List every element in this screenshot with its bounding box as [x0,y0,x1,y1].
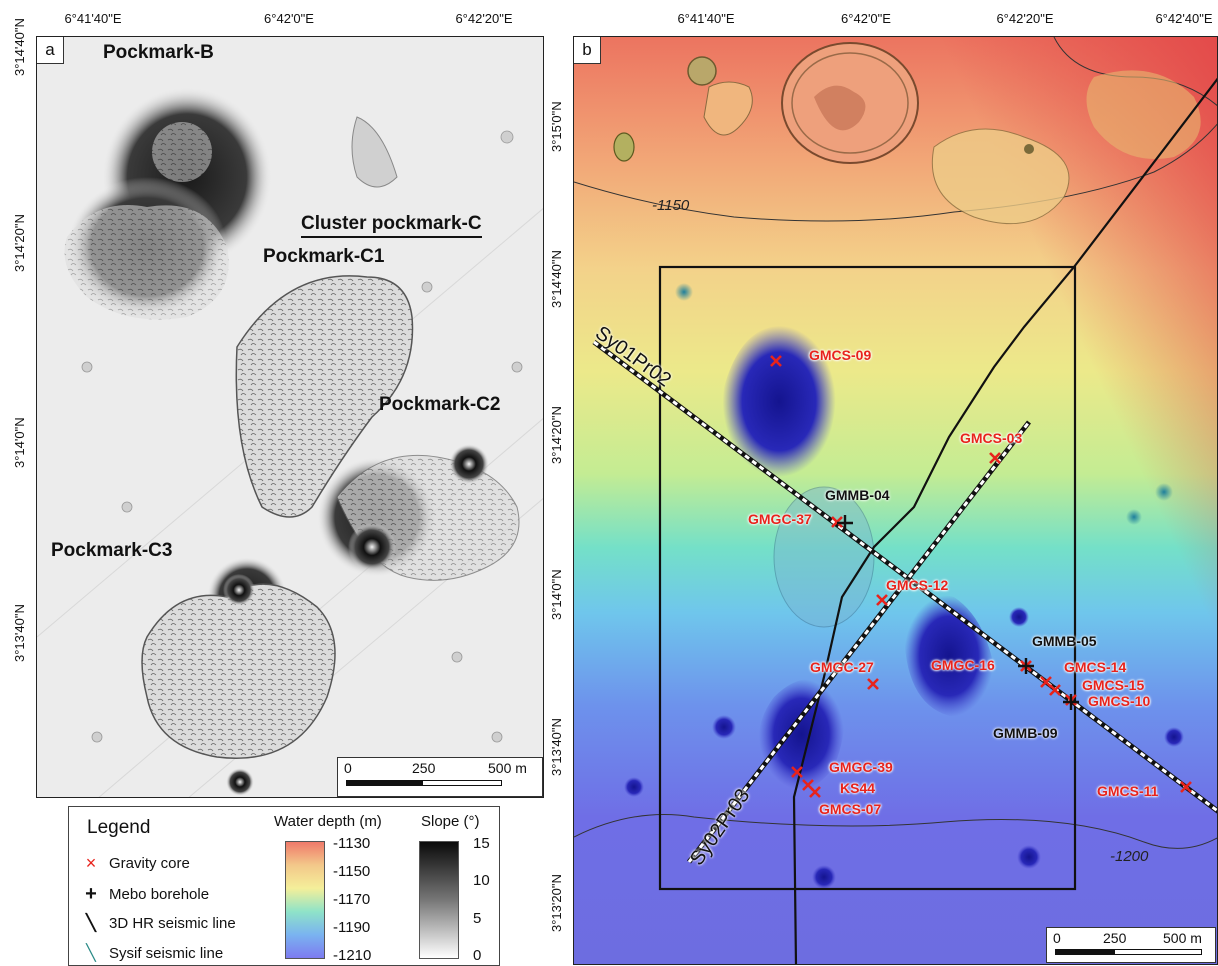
scale-mid: 250 [1103,930,1127,946]
label-pockmark-c1: Pockmark-C1 [263,246,385,267]
bathymetry-map-panel[interactable]: b [573,36,1218,965]
latitude-tick: 3°13'40"N [549,718,564,776]
legend-sysif-seismic: ╲ Sysif seismic line [81,943,223,963]
latitude-tick: 3°14'40"N [12,18,27,76]
contour-label: -1200 [1110,848,1149,865]
slope-map-panel[interactable]: a [36,36,544,798]
sysif-line-icon: ╲ [86,945,96,962]
scale-mid: 250 [412,760,436,776]
core-label: GMCS-03 [960,430,1023,446]
contour-label: -1150 [652,197,690,214]
core-label: KS44 [840,780,876,796]
borehole-label: GMMB-05 [1032,633,1097,649]
latitude-tick: 3°14'0"N [549,569,564,620]
label-pockmark-c2: Pockmark-C2 [379,394,501,415]
scale-zero: 0 [344,760,352,776]
longitude-tick: 6°42'20"E [996,11,1054,26]
slope-tick: 10 [473,872,490,889]
scale-end: 500 m [488,760,527,776]
core-label: GMCS-15 [1082,677,1145,693]
slope-map [37,87,543,797]
sysif-line-sy02pr03 [687,421,1031,863]
3d-survey-box [658,265,1077,891]
legend-item-label: 3D HR seismic line [109,914,236,932]
panel-letter: b [574,37,601,64]
legend-item-label: Gravity core [109,855,190,872]
legend-item-label: Sysif seismic line [109,944,224,962]
core-label: GMGC-16 [931,657,995,673]
depth-tick: -1170 [333,891,371,908]
core-label: GMCS-10 [1088,693,1151,709]
core-label: GMCS-07 [819,801,882,817]
legend-3d-hr-seismic: ╲ 3D HR seismic line [81,913,236,933]
label-cluster-pockmark-c: Cluster pockmark-C [301,213,482,238]
core-label: GMCS-09 [809,347,872,363]
longitude-tick: 6°42'0"E [841,11,891,26]
scale-bar: 0 250 500 m [1046,927,1216,963]
label-pockmark-b: Pockmark-B [103,42,214,63]
depth-color-ramp [285,841,325,959]
pockmark-c3 [141,583,336,759]
core-label: GMGC-39 [829,759,893,775]
latitude-tick: 3°14'40"N [549,250,564,308]
longitude-tick: 6°42'0"E [264,11,314,26]
pockmark-c1 [235,275,414,518]
legend-title: Legend [87,817,151,838]
depth-tick: -1130 [333,835,371,852]
core-label: GMCS-12 [886,577,949,593]
borehole-label: GMMB-04 [825,487,890,503]
seismic-line-icon: ╲ [86,915,96,932]
longitude-tick: 6°41'40"E [64,11,122,26]
3d-hr-seismic-line [792,77,1217,964]
panel-letter: a [37,37,64,64]
slope-tick: 15 [473,835,490,852]
core-label: GMCS-14 [1064,659,1127,675]
deep-pockmark-c1 [722,325,836,477]
slope-color-ramp [419,841,459,959]
slope-tick: 0 [473,947,482,964]
depth-tick: -1210 [333,947,372,964]
legend-gravity-core: × Gravity core [81,853,190,874]
scale-end: 500 m [1163,930,1202,946]
latitude-tick: 3°14'20"N [12,214,27,272]
legend-item-label: Mebo borehole [109,886,210,903]
longitude-tick: 6°42'40"E [1155,11,1213,26]
scale-bar: 0 250 500 m [337,757,543,797]
slope-tick: 5 [473,910,482,927]
slope-ramp-title: Slope (°) [421,813,480,830]
borehole-label: GMMB-09 [993,725,1058,741]
latitude-tick: 3°15'0"N [549,101,564,152]
contour-1200 [574,814,1217,849]
longitude-tick: 6°42'20"E [455,11,513,26]
latitude-tick: 3°13'20"N [549,874,564,932]
legend-mebo-borehole: + Mebo borehole [81,883,209,906]
label-pockmark-c3: Pockmark-C3 [51,540,173,561]
latitude-tick: 3°13'40"N [12,604,27,662]
latitude-tick: 3°14'20"N [549,406,564,464]
legend: Legend × Gravity core + Mebo borehole ╲ … [68,806,500,966]
depth-ramp-title: Water depth (m) [274,813,382,830]
depth-tick: -1150 [333,863,371,880]
gravity-core-icon: × [85,853,97,873]
longitude-tick: 6°41'40"E [677,11,735,26]
scale-zero: 0 [1053,930,1061,946]
core-label: GMGC-27 [810,659,874,675]
borehole-icon: + [85,883,97,905]
core-label: GMGC-37 [748,511,812,527]
borehole-markers [837,515,1079,710]
deep-pockmark-c3 [759,679,844,790]
bathymetry-map [574,37,1217,964]
contour-1150 [574,123,1217,222]
core-label: GMCS-11 [1097,783,1159,799]
depth-tick: -1190 [333,919,371,936]
latitude-tick: 3°14'0"N [12,417,27,468]
